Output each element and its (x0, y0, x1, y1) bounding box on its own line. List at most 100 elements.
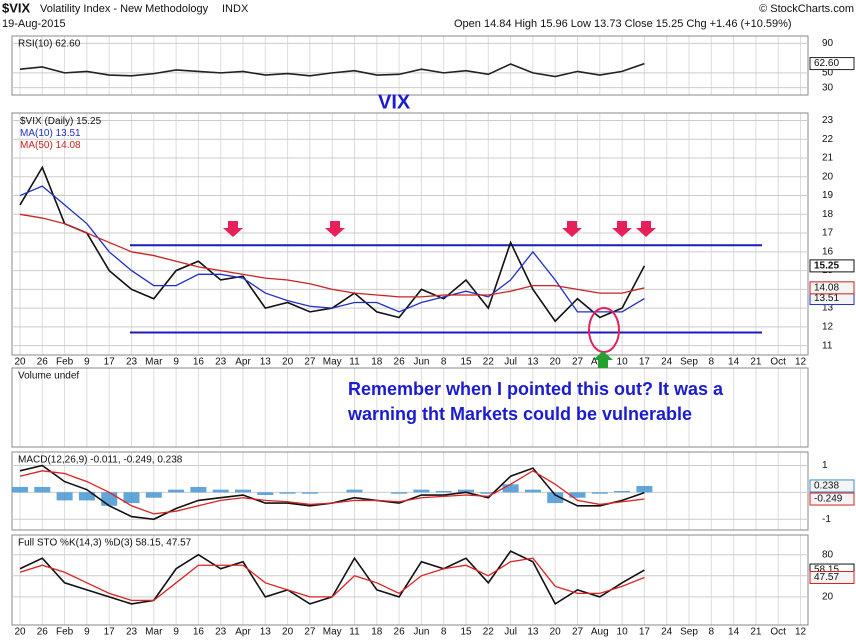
pointer-arrow (562, 221, 582, 237)
x-tick-label: 23 (126, 357, 138, 368)
y-tick-label: 50 (822, 68, 834, 79)
y-tick-label: 11 (822, 340, 833, 351)
x-tick-label: 27 (572, 627, 584, 638)
x-tick-label: Jun (413, 627, 429, 638)
histogram-bar (235, 489, 251, 493)
x-tick-label: 10 (617, 357, 629, 368)
pointer-arrow (636, 221, 656, 237)
y-tick-label: -1 (822, 514, 831, 525)
last-value-box (809, 259, 855, 273)
annotation: VIX (378, 91, 411, 113)
x-tick-label: 20 (282, 627, 294, 638)
legend-value: 15.25 (76, 116, 101, 127)
x-tick-label: Feb (56, 627, 74, 638)
exchange: INDX (222, 3, 249, 15)
pointer-arrow (612, 221, 632, 237)
x-tick-label: 20 (14, 627, 26, 638)
x-tick-label: 20 (550, 627, 562, 638)
x-tick-label: 21 (750, 627, 762, 638)
last-value-label: 62.60 (814, 58, 839, 69)
x-tick-label: 18 (371, 627, 383, 638)
histogram-bar (435, 491, 452, 493)
x-tick-label: Sep (680, 357, 698, 368)
x-tick-label: Apr (235, 627, 251, 638)
x-tick-label: 8 (709, 627, 715, 638)
y-tick-label: 80 (822, 549, 834, 560)
legend-entry: $VIX (Daily) 15.25 (20, 116, 102, 127)
x-tick-label: 27 (304, 357, 316, 368)
y-tick-label: 20 (822, 592, 834, 603)
x-tick-label: 12 (795, 357, 807, 368)
histogram-bar (101, 492, 118, 506)
last-value-label: 47.57 (814, 572, 839, 583)
x-tick-label: 20 (282, 357, 294, 368)
y-tick-label: 18 (822, 209, 834, 220)
histogram-bar (614, 491, 631, 493)
pointer-arrow (223, 221, 243, 237)
legend-value: 14.08 (56, 140, 81, 151)
x-tick-label: 27 (572, 357, 584, 368)
histogram-bar (56, 492, 73, 501)
histogram-bar (480, 492, 497, 494)
up-arrow (593, 351, 613, 368)
x-tick-label: May (323, 627, 342, 638)
legend-entry: MA(50) 14.08 (20, 140, 81, 151)
x-tick-label: Oct (770, 627, 786, 638)
y-tick-label: 1 (822, 460, 828, 471)
panel-label: RSI(10) 62.60 (18, 39, 81, 50)
histogram-bar (547, 492, 564, 504)
last-value-box (809, 479, 855, 493)
y-tick-label: 23 (822, 115, 834, 126)
x-tick-label: 21 (750, 357, 762, 368)
x-tick-label: Aug (591, 627, 609, 638)
legend-value: 13.51 (56, 128, 81, 139)
legend-entry: MA(10) 13.51 (20, 128, 81, 139)
x-tick-label: 11 (349, 357, 360, 368)
x-tick-label: 14 (728, 357, 740, 368)
x-tick-label: 15 (460, 627, 472, 638)
x-tick-label: 8 (709, 357, 715, 368)
histogram-bar (190, 486, 207, 493)
series-line (19, 185, 645, 313)
legend-name: MA(50) (20, 140, 53, 151)
histogram-bar (212, 489, 229, 493)
histogram-bar (168, 489, 185, 493)
annotation: warning tht Markets could be vulnerable (347, 404, 692, 424)
y-tick-label: 17 (822, 228, 834, 239)
x-tick-label: 10 (617, 627, 629, 638)
y-tick-label: 21 (822, 153, 834, 164)
x-tick-label: Jun (413, 357, 429, 368)
histogram-bar (458, 489, 474, 493)
last-value-box (809, 570, 855, 584)
y-tick-label: 22 (822, 134, 834, 145)
x-tick-label: 13 (527, 357, 539, 368)
x-tick-label: May (323, 357, 342, 368)
last-value-box (809, 57, 855, 71)
last-value-box (809, 281, 855, 295)
last-value-label: 14.08 (814, 282, 839, 293)
histogram-bar (123, 492, 140, 504)
x-tick-label: 24 (661, 357, 673, 368)
y-tick-label: 30 (822, 82, 834, 93)
x-tick-label: Apr (235, 357, 251, 368)
x-tick-label: Jul (504, 357, 517, 368)
symbol: $VIX (2, 0, 31, 15)
x-tick-label: 13 (527, 627, 539, 638)
legend-name: $VIX (Daily) (20, 116, 73, 127)
y-tick-label: 20 (822, 171, 834, 182)
x-tick-label: 13 (260, 357, 272, 368)
x-tick-label: 26 (394, 627, 406, 638)
y-tick-label: 19 (822, 190, 834, 201)
last-value-label: -0.249 (814, 494, 843, 505)
annotation: Remember when I pointed this out? It was… (348, 379, 724, 399)
source: © StockCharts.com (759, 3, 854, 15)
x-tick-label: 23 (215, 357, 227, 368)
x-tick-label: 22 (483, 627, 495, 638)
x-tick-label: 27 (304, 627, 316, 638)
index-name: Volatility Index - New Methodology (40, 3, 209, 15)
histogram-bar (569, 492, 586, 498)
x-tick-label: 24 (661, 627, 673, 638)
